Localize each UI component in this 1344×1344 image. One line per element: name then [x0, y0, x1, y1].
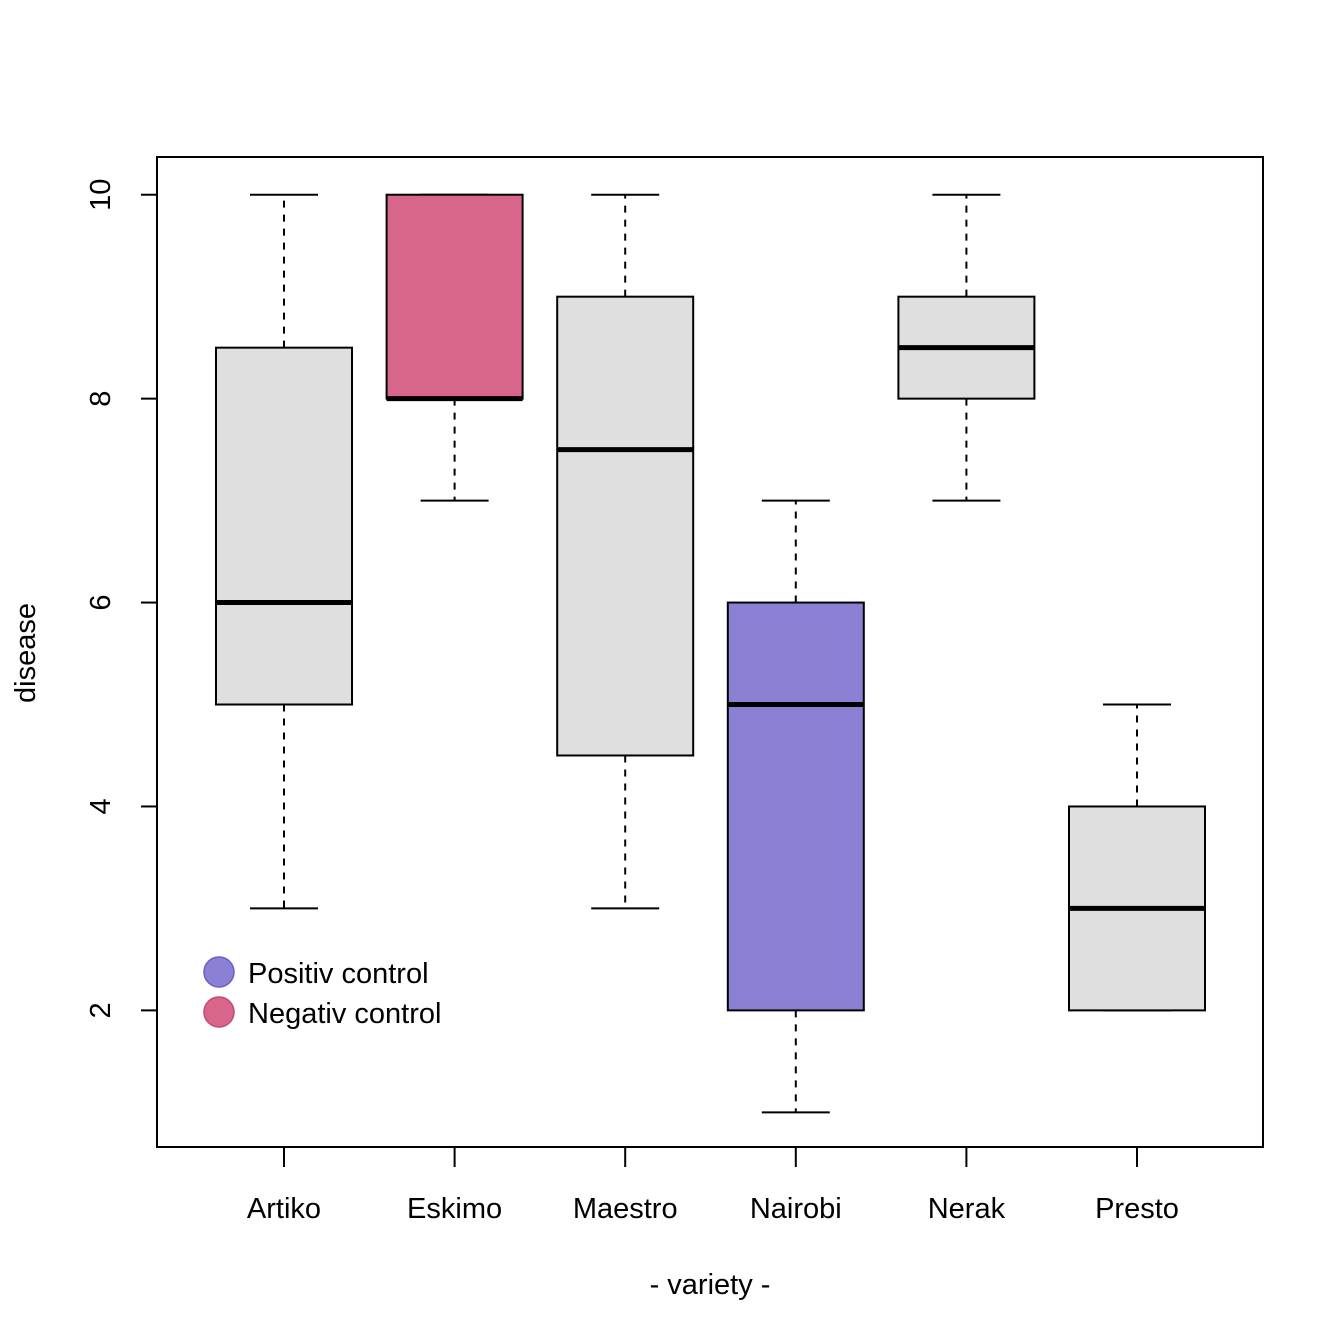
x-tick-label-maestro: Maestro: [573, 1193, 678, 1225]
x-axis-title: - variety -: [650, 1269, 771, 1301]
box-artiko: [215, 193, 353, 910]
y-tick-label-6: 6: [85, 594, 117, 610]
x-tick-label-eskimo: Eskimo: [407, 1193, 502, 1225]
x-tick-label-nerak: Nerak: [928, 1193, 1006, 1225]
iqr-box: [726, 601, 865, 1012]
legend-label-negative: Negativ control: [248, 998, 441, 1030]
iqr-box: [215, 346, 353, 706]
plot-frame: [156, 156, 1264, 1148]
iqr-box: [385, 193, 524, 400]
box-nairobi: [726, 499, 865, 1114]
box-eskimo: [385, 193, 524, 502]
box-maestro: [556, 193, 695, 910]
y-tick-label-8: 8: [85, 391, 117, 407]
legend: Positiv control Negativ control: [203, 956, 441, 1030]
y-axis-title: disease: [10, 603, 42, 703]
iqr-box: [556, 295, 695, 757]
x-tick-label-nairobi: Nairobi: [750, 1193, 842, 1225]
x-axis: Artiko Eskimo Maestro Nairobi Nerak Presto: [247, 1147, 1179, 1225]
x-tick-label-presto: Presto: [1095, 1193, 1179, 1225]
box-presto: [1068, 703, 1206, 1012]
legend-swatch-positive: [203, 956, 235, 988]
y-axis: 2 4 6 8 10: [85, 179, 157, 1018]
legend-label-positive: Positiv control: [248, 958, 429, 990]
box-nerak: [897, 193, 1036, 502]
y-tick-label-2: 2: [85, 1002, 117, 1018]
y-tick-label-10: 10: [85, 179, 117, 211]
x-tick-label-artiko: Artiko: [247, 1193, 321, 1225]
legend-swatch-negative: [203, 996, 235, 1028]
boxes-layer: [215, 193, 1206, 1114]
y-tick-label-4: 4: [85, 798, 117, 814]
